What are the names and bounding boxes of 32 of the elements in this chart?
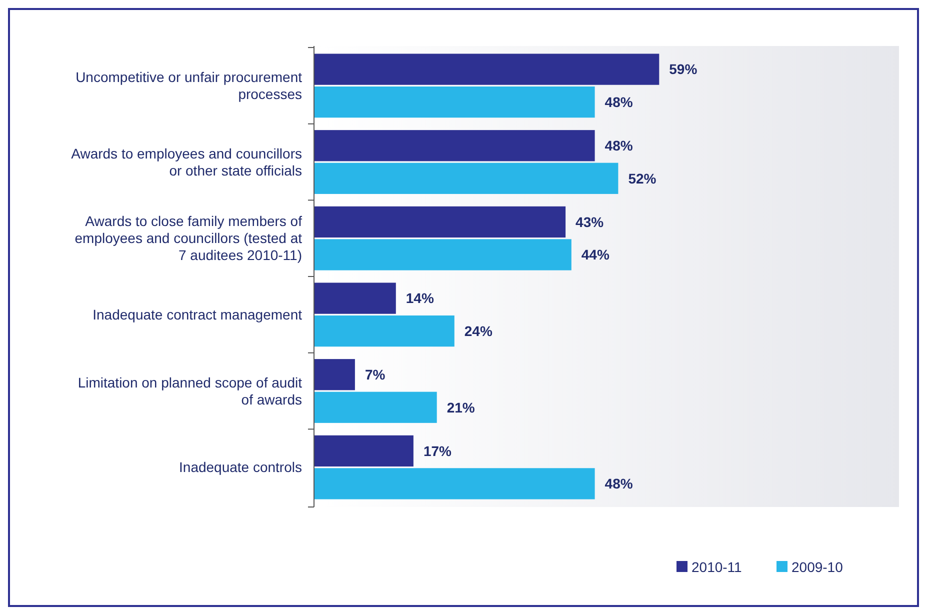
data-label: 17% — [423, 442, 452, 459]
bar — [314, 162, 618, 194]
bar — [314, 468, 595, 500]
data-label: 59% — [669, 61, 698, 78]
data-label: 24% — [464, 322, 493, 339]
bar — [314, 239, 572, 270]
data-label: 48% — [604, 138, 634, 154]
legend-label: 2010-11 — [692, 558, 742, 575]
bar — [314, 206, 566, 238]
data-label: 48% — [604, 476, 634, 492]
y-tick-label: Limitation on planned scope of audit of awards — [78, 374, 302, 408]
y-tick-label: Awards to close family members of employees and councillors (tested at 7 auditees 2010-11) — [74, 213, 302, 264]
bar — [314, 86, 595, 118]
bar — [314, 282, 396, 314]
data-label: 52% — [628, 170, 657, 186]
data-label: 43% — [576, 214, 604, 230]
data-label: 21% — [446, 399, 476, 416]
data-label: 48% — [604, 94, 634, 110]
bar — [314, 392, 437, 423]
bar — [314, 315, 454, 347]
y-tick-label: Inadequate controls — [179, 459, 302, 476]
data-label: 44% — [581, 246, 610, 263]
bar — [314, 435, 414, 466]
data-label: 7% — [364, 366, 386, 383]
legend-label: 2009-10 — [792, 558, 844, 575]
y-tick-label: Awards to employees and councillors or other state officials — [71, 145, 302, 178]
data-label: 14% — [406, 290, 434, 306]
y-tick-label: Inadequate contract management — [92, 306, 302, 323]
bar — [314, 54, 660, 85]
bar — [314, 359, 355, 390]
bar — [314, 130, 595, 162]
y-tick-label: Uncompetitive or unfair procurement processes — [76, 69, 302, 102]
